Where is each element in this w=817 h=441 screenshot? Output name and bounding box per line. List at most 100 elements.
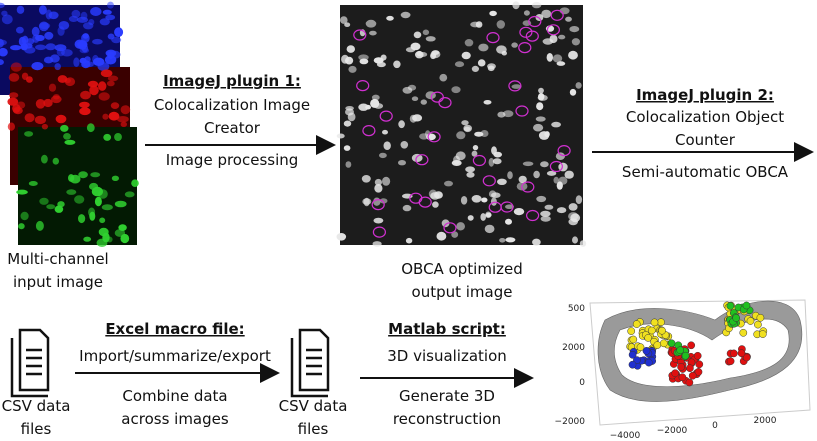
label: Import/summarize/export	[79, 347, 271, 365]
cell	[503, 110, 514, 118]
cell	[32, 34, 40, 43]
cell-dot	[739, 328, 748, 337]
cell	[425, 36, 436, 42]
cell	[456, 131, 466, 140]
cell	[74, 39, 86, 49]
cell	[105, 14, 116, 21]
cell-dot	[632, 320, 641, 328]
cell	[471, 195, 482, 203]
cell	[107, 1, 114, 9]
cell	[99, 18, 110, 26]
cell	[505, 204, 514, 209]
cell	[345, 161, 352, 168]
cell	[94, 196, 102, 207]
cell	[420, 99, 427, 105]
cell-dot	[695, 360, 704, 369]
cell-dot	[742, 301, 751, 310]
label: Multi-channel	[7, 250, 108, 268]
cell	[80, 90, 91, 100]
roi	[518, 41, 532, 54]
cell	[456, 222, 465, 231]
cell	[412, 114, 423, 122]
label: Creator	[204, 119, 261, 137]
cell	[54, 63, 61, 71]
cell	[475, 21, 483, 28]
cell-dot	[756, 313, 765, 322]
cell	[16, 101, 26, 109]
roi	[472, 154, 486, 167]
label: input image	[13, 273, 103, 291]
cell	[43, 56, 54, 64]
cell	[373, 217, 384, 224]
label: CSV data	[2, 397, 71, 415]
cell	[379, 152, 387, 159]
tool: ImageJ plugin 2:	[636, 86, 774, 104]
cell	[83, 236, 92, 242]
cell	[111, 175, 119, 181]
cell-dot	[671, 369, 680, 378]
cell	[480, 213, 487, 221]
cell	[505, 237, 516, 243]
cell-dot	[678, 373, 687, 382]
cell	[63, 133, 71, 140]
cell	[374, 184, 383, 193]
cell	[373, 197, 381, 206]
cell	[114, 27, 124, 38]
cell	[7, 122, 15, 131]
cell	[31, 26, 40, 37]
cell	[101, 204, 113, 211]
label: across images	[121, 410, 229, 428]
cell	[430, 192, 440, 200]
cell	[60, 124, 69, 132]
cell	[571, 38, 581, 46]
cell	[91, 186, 103, 197]
cell-dot	[726, 357, 735, 366]
cell	[90, 7, 102, 16]
cell-dot	[676, 346, 685, 355]
roi	[525, 209, 540, 222]
cell-dot	[681, 351, 690, 360]
microscopy-images	[0, 1, 587, 247]
cell	[38, 21, 49, 32]
cell	[555, 152, 566, 160]
cell	[558, 34, 566, 40]
cell-dot	[686, 364, 694, 373]
cell	[496, 20, 505, 29]
roi	[427, 131, 441, 143]
cell	[48, 83, 57, 92]
label: reconstruction	[393, 410, 501, 428]
cell-dot	[746, 317, 755, 325]
tick-label: 0	[712, 421, 718, 431]
cell	[371, 94, 380, 101]
cell	[344, 22, 351, 28]
cell	[518, 175, 527, 184]
cell	[489, 10, 497, 17]
cell	[35, 220, 44, 231]
cell	[10, 45, 22, 51]
cell	[407, 84, 417, 91]
cell	[103, 133, 112, 141]
output-image	[340, 5, 583, 245]
roi	[372, 226, 386, 238]
cell	[455, 151, 466, 161]
label: Combine data	[122, 387, 227, 405]
cell	[565, 16, 572, 22]
cell-dot	[647, 326, 656, 335]
cell-dot	[742, 353, 751, 362]
cell	[10, 62, 22, 72]
cell	[41, 154, 48, 164]
cell	[451, 231, 459, 238]
cell-dot	[653, 341, 662, 349]
cell	[411, 96, 419, 101]
cell	[43, 98, 53, 108]
cell	[400, 141, 409, 149]
cell	[78, 214, 86, 224]
cell	[568, 50, 578, 60]
cell	[345, 106, 354, 111]
cell	[535, 116, 546, 122]
cell	[45, 43, 56, 51]
cell-dot	[694, 368, 703, 376]
cell	[107, 33, 115, 40]
cell	[432, 201, 439, 208]
roi	[519, 26, 533, 38]
